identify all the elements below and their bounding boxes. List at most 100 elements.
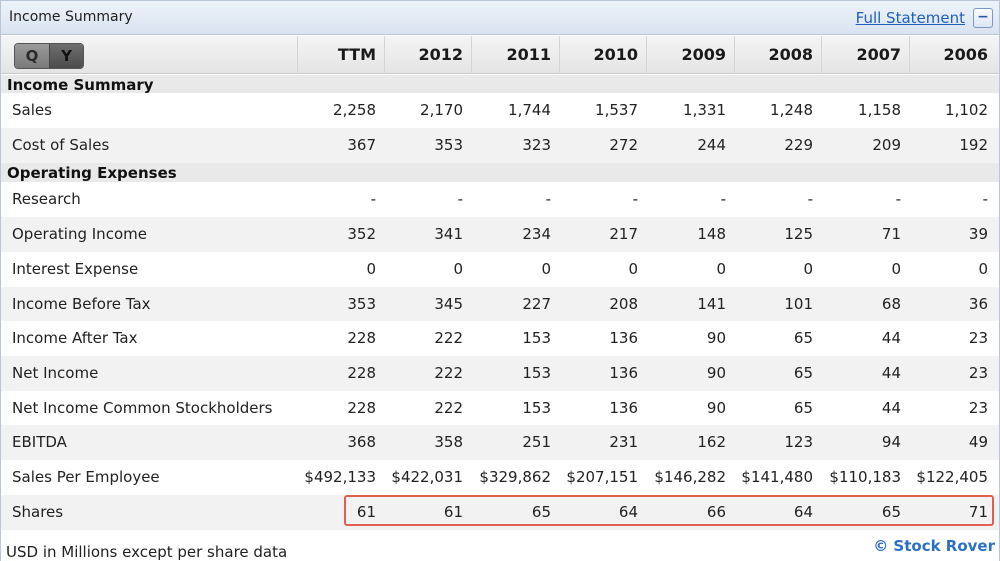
table-row: Income After Tax 228 222 153 136 90 65 44 23	[1, 321, 999, 356]
table-cell: 272	[609, 136, 638, 154]
collapse-button[interactable]: −	[973, 8, 993, 28]
table-cell: 36	[968, 295, 988, 313]
table-cell: 231	[609, 433, 638, 451]
table-cell: $122,405	[916, 468, 988, 486]
table-cell: $492,133	[304, 468, 376, 486]
table-cell: 345	[434, 295, 463, 313]
yearly-toggle-button[interactable]: Y	[49, 44, 83, 68]
table-row: Cost of Sales 367 353 323 272 244 229 209 192	[1, 128, 999, 163]
column-header[interactable]: 2008	[734, 36, 821, 74]
table-cell: $141,480	[741, 468, 813, 486]
section-income-summary: Income Summary	[1, 75, 999, 95]
column-header[interactable]: 2006	[909, 36, 996, 74]
table-cell: $422,031	[391, 468, 463, 486]
row-label: Research	[12, 190, 81, 208]
table-cell: 65	[793, 364, 813, 382]
table-cell: 358	[434, 433, 463, 451]
table-row: Net Income Common Stockholders 228 222 153 1…	[1, 391, 999, 426]
table-cell: 228	[347, 364, 376, 382]
table-cell: 90	[706, 399, 726, 417]
row-label: Sales	[12, 101, 52, 119]
table-cell: 0	[628, 260, 638, 278]
table-cell: -	[370, 190, 376, 208]
table-cell: 125	[784, 225, 813, 243]
column-header[interactable]: 2010	[559, 36, 646, 74]
table-cell: 44	[881, 364, 901, 382]
table-cell: 71	[881, 225, 901, 243]
table-row: Net Income 228 222 153 136 90 65 44 23	[1, 356, 999, 391]
table-cell: 64	[618, 503, 638, 521]
full-statement-link[interactable]: Full Statement	[855, 9, 965, 27]
table-cell: 209	[872, 136, 901, 154]
table-cell: 217	[609, 225, 638, 243]
column-header[interactable]: 2009	[646, 36, 734, 74]
table-cell: 2,258	[333, 101, 376, 119]
panel-titlebar: Income Summary Full Statement −	[1, 1, 999, 35]
table-cell: 66	[706, 503, 726, 521]
column-header[interactable]: 2011	[471, 36, 559, 74]
table-cell: 192	[959, 136, 988, 154]
table-cell: 222	[434, 399, 463, 417]
table-cell: 1,331	[683, 101, 726, 119]
table-cell: $110,183	[829, 468, 901, 486]
table-cell: 352	[347, 225, 376, 243]
table-cell: 0	[978, 260, 988, 278]
table-cell: 123	[784, 433, 813, 451]
table-cell: 0	[453, 260, 463, 278]
row-label: Net Income	[12, 364, 99, 382]
table-cell: 136	[609, 364, 638, 382]
row-label: Sales Per Employee	[12, 468, 160, 486]
table-cell: 323	[522, 136, 551, 154]
table-cell: 90	[706, 364, 726, 382]
table-row: Sales Per Employee $492,133 $422,031 $329,8…	[1, 460, 999, 495]
table-cell: 0	[803, 260, 813, 278]
table-cell: 228	[347, 399, 376, 417]
row-label: Income Before Tax	[12, 295, 151, 313]
row-label: EBITDA	[12, 433, 67, 451]
table-row: EBITDA 368 358 251 231 162 123 94 49	[1, 425, 999, 460]
table-cell: 367	[347, 136, 376, 154]
column-header[interactable]: 2012	[384, 36, 471, 74]
column-header[interactable]: TTM	[297, 36, 384, 74]
table-row: Interest Expense 0 0 0 0 0 0 0 0	[1, 252, 999, 287]
table-cell: 153	[522, 399, 551, 417]
table-row: Shares 61 61 65 64 66 64 65 71	[1, 495, 999, 530]
column-header[interactable]: 2007	[821, 36, 909, 74]
row-label: Cost of Sales	[12, 136, 110, 154]
table-cell: 61	[356, 503, 376, 521]
row-label: Shares	[12, 503, 64, 521]
table-cell: 251	[522, 433, 551, 451]
table-cell: 148	[697, 225, 726, 243]
table-cell: 23	[968, 364, 988, 382]
table-cell: 1,744	[508, 101, 551, 119]
table-cell: -	[807, 190, 813, 208]
table-cell: 71	[968, 503, 988, 521]
table-cell: -	[895, 190, 901, 208]
row-label: Income After Tax	[12, 329, 138, 347]
table-cell: $146,282	[654, 468, 726, 486]
table-cell: -	[457, 190, 463, 208]
table-cell: 23	[968, 399, 988, 417]
table-cell: 1,158	[858, 101, 901, 119]
table-cell: 162	[697, 433, 726, 451]
stock-rover-brand: © Stock Rover	[873, 537, 995, 555]
table-cell: 136	[609, 329, 638, 347]
table-header-row: Q Y TTM 2012 2011 2010 2009 2008 2007 2006	[1, 36, 999, 74]
table-cell: 222	[434, 364, 463, 382]
table-cell: 65	[531, 503, 551, 521]
table-cell: 153	[522, 329, 551, 347]
table-cell: 0	[541, 260, 551, 278]
currency-note: USD in Millions except per share data	[6, 543, 288, 561]
row-label: Interest Expense	[12, 260, 139, 278]
table-cell: 94	[881, 433, 901, 451]
quarterly-toggle-button[interactable]: Q	[15, 44, 49, 68]
table-cell: 353	[347, 295, 376, 313]
table-cell: 136	[609, 399, 638, 417]
table-cell: 341	[434, 225, 463, 243]
table-cell: 229	[784, 136, 813, 154]
table-cell: 234	[522, 225, 551, 243]
table-cell: 1,537	[595, 101, 638, 119]
table-cell: 68	[881, 295, 901, 313]
table-cell: 65	[793, 399, 813, 417]
